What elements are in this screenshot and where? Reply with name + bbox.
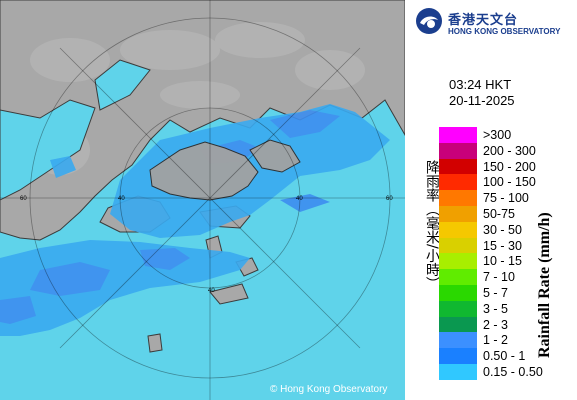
estuary bbox=[0, 99, 96, 201]
legend-label: 0.15 - 0.50 bbox=[483, 365, 543, 379]
legend-label: 1 - 2 bbox=[483, 333, 509, 348]
land-over-rain bbox=[149, 139, 301, 201]
legend-label: 50-75 bbox=[483, 207, 515, 221]
legend-swatch bbox=[439, 237, 477, 254]
rain-cell-6 bbox=[0, 296, 36, 324]
date-text: 20-11-2025 bbox=[449, 93, 515, 108]
legend-item: 200 - 300 bbox=[439, 142, 577, 159]
legend-item: 10 - 15 bbox=[439, 253, 577, 270]
legend-label: 10 - 15 bbox=[483, 254, 522, 269]
time-text: 03:24 HKT bbox=[449, 77, 512, 92]
sai-kung bbox=[249, 139, 301, 173]
hko-logo: 香港天文台 HONG KONG OBSERVATORY bbox=[415, 6, 575, 36]
new-territories bbox=[149, 141, 259, 201]
legend-label: 3 - 5 bbox=[483, 301, 509, 316]
legend-item: 3 - 5 bbox=[439, 300, 577, 317]
legend-label: 2 - 3 bbox=[483, 317, 509, 332]
legend-item: 150 - 200 bbox=[439, 158, 577, 175]
rain-cell-5 bbox=[280, 194, 330, 212]
legend-swatch bbox=[439, 269, 477, 286]
legend-title-chinese: 降雨率（毫米/小時） bbox=[424, 160, 440, 291]
ring-label-nw: 60 bbox=[20, 196, 27, 202]
islet-sw bbox=[209, 283, 249, 305]
legend-panel: 香港天文台 HONG KONG OBSERVATORY 03:24 HKT 20… bbox=[405, 0, 577, 400]
legend-item: 50-75 bbox=[439, 206, 577, 222]
legend-swatch bbox=[439, 285, 477, 301]
hko-logo-icon bbox=[416, 8, 442, 34]
legend-swatch bbox=[439, 206, 477, 222]
legend-item: 5 - 7 bbox=[439, 285, 577, 301]
legend-item: 0.15 - 0.50 bbox=[439, 364, 577, 380]
legend-item: 30 - 50 bbox=[439, 221, 577, 238]
legend-label: 150 - 200 bbox=[483, 159, 536, 174]
legend-label: 200 - 300 bbox=[483, 143, 536, 158]
radar-map: 60 60 40 40 40 © Hong Kong Observatory bbox=[0, 0, 405, 400]
rain-cell-1 bbox=[30, 262, 110, 296]
legend-label: 7 - 10 bbox=[483, 270, 515, 285]
legend-swatch bbox=[439, 158, 477, 175]
legend-label: >300 bbox=[483, 128, 512, 142]
legend-swatch bbox=[439, 221, 477, 238]
legend-swatch bbox=[439, 348, 477, 365]
legend-label: 0.50 - 1 bbox=[483, 349, 526, 364]
ring-label-w: 40 bbox=[118, 196, 125, 202]
legend-label: 100 - 150 bbox=[483, 175, 536, 190]
legend-swatch bbox=[439, 174, 477, 191]
rain-cell-2 bbox=[140, 248, 190, 270]
legend-swatch bbox=[439, 364, 477, 380]
legend-swatch bbox=[439, 316, 477, 333]
logo-english-text: HONG KONG OBSERVATORY bbox=[448, 27, 561, 36]
legend-item: 0.50 - 1 bbox=[439, 348, 577, 365]
legend-item: 1 - 2 bbox=[439, 332, 577, 349]
legend-item: 7 - 10 bbox=[439, 269, 577, 286]
legend-item: 2 - 3 bbox=[439, 316, 577, 333]
ring-label-ne: 60 bbox=[386, 196, 393, 202]
legend-label: 75 - 100 bbox=[483, 191, 529, 206]
legend-item: >300 bbox=[439, 127, 577, 143]
ring-label-s: 40 bbox=[208, 288, 215, 294]
legend-label: 30 - 50 bbox=[483, 222, 522, 237]
legend-swatch bbox=[439, 253, 477, 270]
river bbox=[94, 59, 151, 111]
copyright-text: © Hong Kong Observatory bbox=[270, 384, 388, 395]
legend-label: 15 - 30 bbox=[483, 238, 522, 253]
ring-labels: 60 60 40 40 40 bbox=[20, 196, 393, 294]
rain-cell-3 bbox=[270, 110, 340, 138]
islet-s bbox=[147, 333, 163, 353]
legend-title-english: Rainfall Rate (mm/h) bbox=[536, 212, 553, 358]
ring-label-e: 40 bbox=[296, 196, 303, 202]
radar-map-graphic: 60 60 40 40 40 bbox=[0, 0, 405, 400]
legend-swatch bbox=[439, 127, 477, 143]
legend-item: 75 - 100 bbox=[439, 190, 577, 207]
legend-swatch bbox=[439, 300, 477, 317]
logo-chinese-text: 香港天文台 bbox=[448, 13, 519, 28]
legend-item: 15 - 30 bbox=[439, 237, 577, 254]
legend-label: 5 - 7 bbox=[483, 286, 509, 300]
range-rings bbox=[0, 0, 405, 400]
legend-swatch bbox=[439, 142, 477, 159]
legend-swatch bbox=[439, 332, 477, 349]
timestamp: 03:24 HKT 20-11-2025 bbox=[449, 77, 515, 109]
rain-band-mid bbox=[0, 240, 250, 336]
legend-item: 100 - 150 bbox=[439, 174, 577, 191]
legend-swatch bbox=[439, 190, 477, 207]
rain-cell-7 bbox=[50, 156, 76, 178]
